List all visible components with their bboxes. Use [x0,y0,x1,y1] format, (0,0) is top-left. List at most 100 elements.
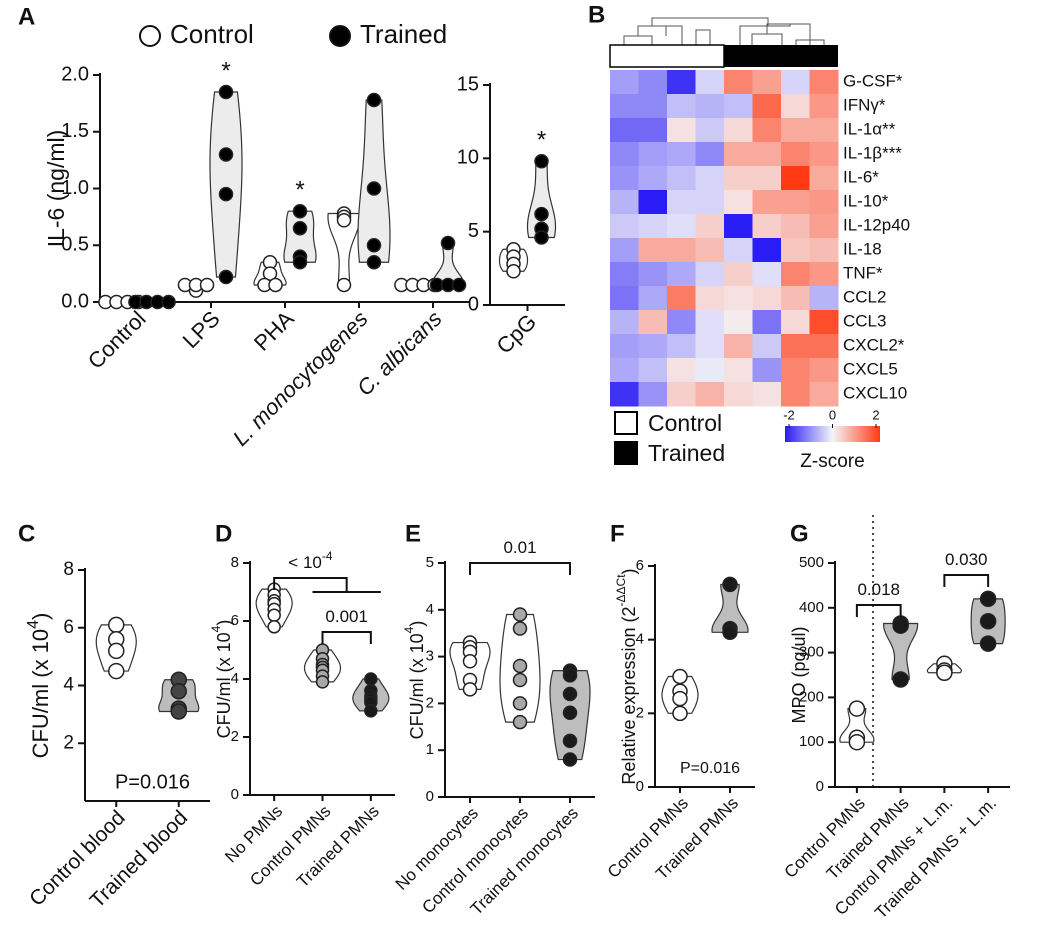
comparison-label-text: 0.01 [503,538,536,557]
panel-letter: A [18,3,35,30]
heatmap-cell [752,286,782,311]
heatmap-cell [809,358,839,383]
heatmap-cell [695,94,725,119]
y-axis-label-end: ) [619,568,639,574]
y-tick-label: 15 [457,73,479,95]
y-axis-label-text: Relative expression (2 [619,606,639,784]
heatmap-cell [638,70,668,95]
heatmap-cell [610,286,639,311]
y-tick-label: 500 [799,554,824,571]
heatmap-cell [695,214,725,239]
data-point [336,213,352,228]
data-point [170,683,187,700]
comparison-label-text: 0.030 [945,550,988,569]
data-point [979,635,997,652]
y-tick-label: 1.0 [61,177,89,199]
heatmap-cell [724,142,753,167]
heatmap-cell [695,190,725,215]
data-point [512,621,528,636]
panel-letter: C [18,520,35,547]
y-tick-label: 1 [426,741,434,758]
heatmap-cell [809,238,839,263]
y-axis-label-end: ) [28,613,53,620]
y-axis-label: CFU/ml (x 104) [209,620,234,739]
data-point [672,705,688,722]
comparison-bracket [855,604,902,617]
y-tick-label: 10 [457,147,479,169]
heatmap-cell [752,358,782,383]
y-tick-label: 5 [468,220,479,242]
y-tick-label: 2 [426,694,434,711]
significance: * [295,177,304,204]
heatmap-cell [638,286,668,311]
heatmap-cell [638,382,668,407]
data-point [292,220,308,236]
heatmap-cell [610,382,639,407]
panel-letter: E [405,520,421,547]
heatmap-cell [667,262,696,287]
heatmap-cell [667,94,696,119]
y-axis-label-sup: 4 [402,626,416,633]
group-bar [724,45,838,67]
heatmap-cell [752,118,782,143]
heatmap-cell [667,310,696,335]
y-tick-label: 4 [63,675,74,696]
heatmap-cell [610,142,639,167]
comparison-bracket [469,562,571,575]
y-tick-label: 5 [426,554,434,571]
data-point [534,154,549,169]
data-point [218,147,234,162]
x-tick-label: PHA [249,306,299,356]
p-value: P=0.016 [680,760,740,777]
heatmap-cell [809,214,839,239]
y-tick-label: 1.5 [61,120,89,142]
y-tick-label: 2 [63,732,74,753]
y-tick-label: 6 [636,557,644,574]
row-label: IL-1α** [843,119,896,138]
y-tick-label: 8 [231,554,239,571]
panel-letter: G [790,520,809,547]
heatmap-cell [752,166,782,191]
heatmap-cell [667,190,696,215]
row-label: IL-12p40 [843,215,910,234]
heatmap-cell [809,262,839,287]
y-tick-label: 0.0 [61,290,89,312]
heatmap-cell [724,214,753,239]
y-axis-label-text: CFU/ml (x 10 [407,633,427,739]
y-axis-label-text: CFU/ml (x 10 [214,632,234,738]
heatmap-cell [610,70,639,95]
heatmap-cell [724,166,753,191]
heatmap-cell [781,70,810,95]
y-axis-label: Relative expression (2-ΔΔCt) [614,568,639,784]
data-point [267,620,281,634]
data-point [218,269,234,285]
panel-letter: D [215,520,232,547]
heatmap-cell [610,118,639,143]
heatmap-cell [638,166,668,191]
heatmap-cell [667,118,696,143]
x-tick-label: CpG [491,309,541,359]
heatmap-cell [695,310,725,335]
row-label: CXCL5 [843,359,898,378]
y-axis-label: MPO (pg/ul) [789,626,809,723]
y-tick-label: 2 [231,728,239,745]
heatmap-cell [752,334,782,359]
y-tick-label: 0 [231,786,239,803]
heatmap-cell [638,142,668,167]
heatmap-cell [752,70,782,95]
heatmap-cell [809,166,839,191]
data-point [292,203,308,219]
heatmap-cell [752,142,782,167]
comparison-bracket [273,577,348,592]
y-tick-label: 400 [799,599,824,616]
comparison-bracket [943,574,990,587]
heatmap-cell [667,238,696,263]
heatmap-cell [809,142,839,167]
legend-marker [329,25,351,47]
data-point [722,624,738,641]
data-point [292,255,308,270]
heatmap-cell [809,382,839,407]
heatmap-cell [781,286,810,311]
data-point [512,607,528,622]
data-point [161,294,176,310]
